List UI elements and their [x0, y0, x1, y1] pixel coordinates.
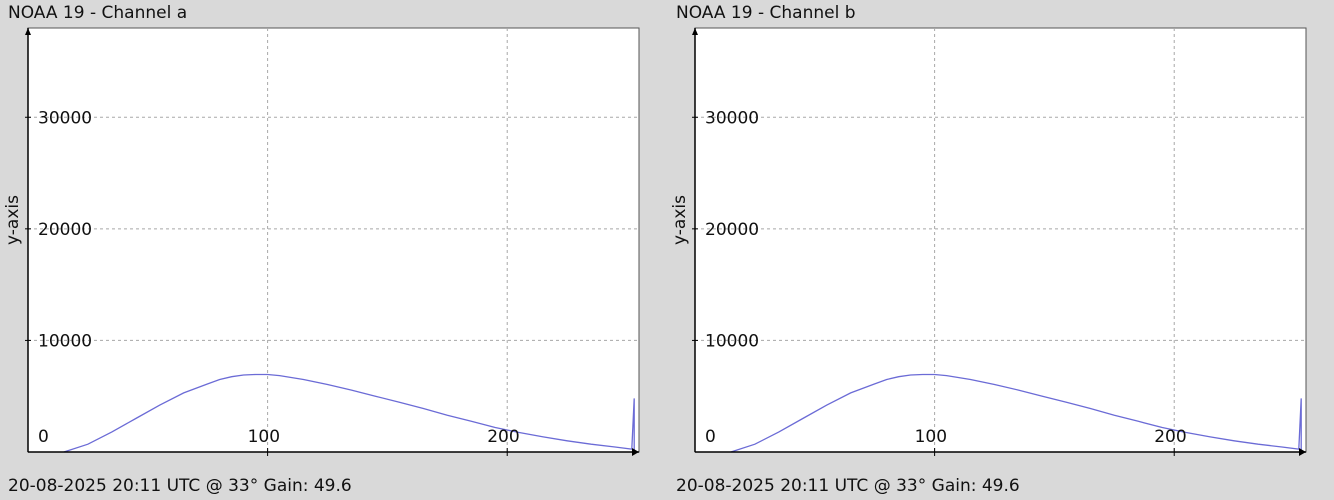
plot-area	[27, 27, 640, 453]
y-axis-arrow	[692, 28, 698, 35]
x-axis-arrow	[1299, 448, 1306, 456]
x-tick-label: 200	[1154, 427, 1186, 447]
x-tick-label: 0	[38, 427, 49, 447]
x-tick-label: 0	[705, 427, 716, 447]
y-tick-label: 10000	[38, 331, 92, 351]
x-tick-label: 100	[915, 427, 947, 447]
x-axis-arrow	[632, 448, 639, 456]
y-tick-label: 20000	[705, 220, 759, 240]
y-axis-arrow	[25, 28, 31, 35]
series-line-0	[730, 373, 1302, 453]
series-line-0	[63, 373, 635, 453]
y-axis-label: y-axis	[3, 195, 23, 245]
x-tick-label: 200	[487, 427, 519, 447]
y-axis-label: y-axis	[670, 195, 690, 245]
chart-footer-channel-a: 20-08-2025 20:11 UTC @ 33° Gain: 49.6	[8, 476, 352, 496]
x-tick-label: 100	[248, 427, 280, 447]
plot-area	[694, 27, 1307, 453]
chart-title-channel-b: NOAA 19 - Channel b	[676, 3, 856, 23]
chart-footer-channel-b: 20-08-2025 20:11 UTC @ 33° Gain: 49.6	[676, 476, 1020, 496]
y-tick-label: 30000	[38, 108, 92, 128]
y-tick-label: 20000	[38, 220, 92, 240]
chart-title-channel-a: NOAA 19 - Channel a	[8, 3, 188, 23]
y-tick-label: 10000	[705, 331, 759, 351]
y-tick-label: 30000	[705, 108, 759, 128]
